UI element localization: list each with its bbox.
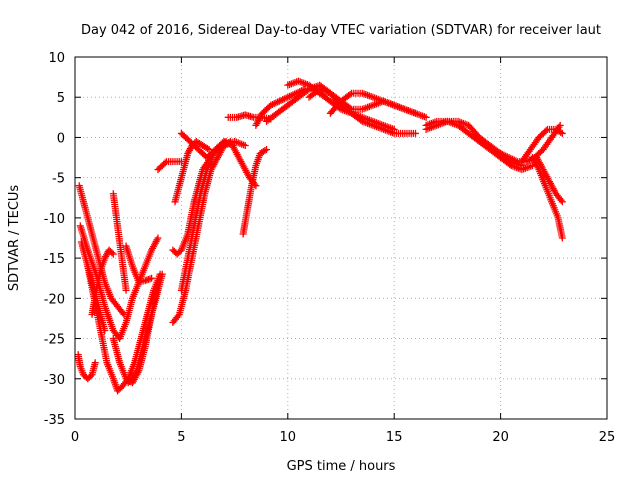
y-tick-label: -30 bbox=[44, 373, 65, 388]
data-point bbox=[261, 147, 269, 155]
data-point bbox=[122, 286, 130, 294]
chart-title: Day 042 of 2016, Sidereal Day-to-day VTE… bbox=[81, 23, 601, 38]
data-point bbox=[557, 128, 565, 136]
data-point bbox=[556, 121, 564, 129]
series-track-8 bbox=[122, 242, 156, 286]
grid bbox=[75, 57, 607, 419]
x-tick-label: 10 bbox=[280, 430, 297, 445]
series-track-1 bbox=[75, 182, 128, 318]
data-point bbox=[161, 159, 169, 167]
y-tick-label: 10 bbox=[48, 51, 65, 66]
y-tick-label: 5 bbox=[57, 91, 65, 106]
x-axis-label: GPS time / hours bbox=[287, 459, 396, 474]
y-tick-label: -25 bbox=[44, 333, 65, 348]
data-point bbox=[263, 146, 271, 154]
data-point bbox=[148, 274, 156, 282]
data-point bbox=[91, 359, 99, 367]
data-point bbox=[109, 250, 117, 258]
data-point bbox=[241, 141, 249, 149]
data-point bbox=[174, 312, 182, 320]
data-point bbox=[558, 198, 566, 206]
series-track-16 bbox=[177, 129, 260, 190]
data-point bbox=[203, 145, 211, 153]
y-tick-label: -5 bbox=[52, 172, 65, 187]
data-point bbox=[542, 127, 550, 135]
x-tick-label: 5 bbox=[177, 430, 185, 445]
y-tick-label: -20 bbox=[44, 292, 65, 307]
data-point bbox=[119, 309, 127, 317]
data-point bbox=[558, 129, 566, 137]
y-tick-label: 0 bbox=[57, 131, 65, 146]
series-track-7 bbox=[109, 190, 130, 294]
data-point bbox=[158, 270, 166, 278]
data-point bbox=[411, 129, 419, 137]
series-track-10 bbox=[124, 270, 166, 387]
series-track-22 bbox=[305, 85, 419, 137]
data-point bbox=[205, 146, 213, 154]
series-track-6 bbox=[84, 262, 109, 335]
series-track-25 bbox=[422, 117, 526, 170]
x-tick-label: 25 bbox=[599, 430, 616, 445]
data-point bbox=[558, 234, 566, 242]
data-point bbox=[132, 368, 140, 376]
x-tick-label: 20 bbox=[492, 430, 509, 445]
series-track-20 bbox=[263, 81, 419, 125]
plot-frame bbox=[74, 56, 608, 420]
x-tick-label: 15 bbox=[386, 430, 403, 445]
data-point bbox=[108, 249, 116, 257]
data-point bbox=[101, 327, 109, 335]
axis-ticks: 0 5 10 15 20 25 -35 -30 -25 -20 -15 -10 -5 0 5 10 bbox=[44, 51, 616, 445]
series-track-3 bbox=[74, 351, 99, 383]
data-point bbox=[557, 196, 565, 204]
data-point bbox=[422, 113, 430, 121]
y-axis-label: SDTVAR / TECUs bbox=[7, 185, 22, 292]
y-tick-label: -10 bbox=[44, 212, 65, 227]
series-track-29 bbox=[533, 154, 566, 206]
series-track-17 bbox=[239, 146, 271, 238]
y-tick-label: -35 bbox=[44, 413, 65, 428]
data-point bbox=[346, 90, 354, 98]
series-track-27 bbox=[518, 125, 566, 166]
series-track-15 bbox=[171, 137, 213, 206]
data-points bbox=[74, 77, 566, 395]
series-track-14 bbox=[177, 137, 230, 294]
data-point bbox=[154, 234, 162, 242]
series-track-23 bbox=[326, 89, 430, 121]
y-tick-label: -15 bbox=[44, 252, 65, 267]
series-track-19 bbox=[252, 85, 309, 129]
x-tick-label: 0 bbox=[71, 430, 79, 445]
